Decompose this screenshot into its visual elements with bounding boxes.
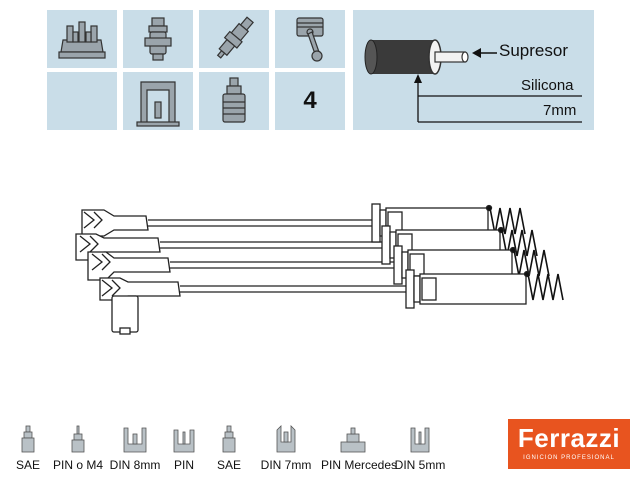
legend-label: DIN 8mm <box>109 458 161 472</box>
cylinder-count: 4 <box>303 87 317 114</box>
brand-name: Ferrazzi <box>517 423 621 453</box>
legend-item-pin-m4: PIN o M4 <box>46 420 110 476</box>
spark-plug-cell <box>199 10 269 68</box>
legend-label: PIN Mercedes <box>321 458 398 472</box>
plug-boot-4 <box>405 269 564 309</box>
piston-icon <box>296 17 324 62</box>
ignition-wire-set-diagram <box>75 203 564 335</box>
distributor-cap-cell <box>47 10 117 68</box>
sae-terminal-icon <box>21 425 35 453</box>
legend-item-pin-mercedes: PIN Mercedes <box>321 420 398 476</box>
coil-boot-4 <box>99 277 181 335</box>
legend-label: DIN 5mm <box>394 458 446 472</box>
legend-label: DIN 7mm <box>260 458 312 472</box>
coil-boot-1 <box>81 209 149 237</box>
legend-item-pin: PIN <box>152 420 216 476</box>
legend-label: PIN o M4 <box>52 458 103 472</box>
din-8mm-terminal-icon <box>123 427 147 453</box>
legend-label: SAE <box>216 458 241 472</box>
wire-spec-panel: Supresor Silicona 7mm <box>353 10 594 130</box>
coil-socket-cell <box>123 72 193 130</box>
spark-plug-terminal-icon <box>222 77 246 123</box>
din-7mm-terminal-icon <box>276 425 296 453</box>
coil-socket-icon <box>136 81 180 127</box>
coil-boot-3 <box>87 251 171 281</box>
legend-item-din-5mm: DIN 5mm <box>388 420 452 476</box>
piston-cell <box>275 10 345 68</box>
ignition-coil-icon <box>144 17 172 61</box>
legend-item-sae-2: SAE <box>197 420 261 476</box>
wire-cross-section-diagram <box>364 39 582 123</box>
distributor-cap-icon <box>58 21 106 59</box>
legend-item-din-8mm: DIN 8mm <box>103 420 167 476</box>
legend-label: PIN <box>173 458 194 472</box>
material-label: Silicona <box>521 77 574 94</box>
cylinder-count-cell: 4 <box>275 72 345 130</box>
spark-plug-terminal-cell <box>199 72 269 130</box>
din-5mm-terminal-icon <box>410 427 430 453</box>
ferrazzi-logo: Ferrazzi IGNICION PROFESIONAL <box>508 419 630 469</box>
terminal-legend: SAE PIN o M4 DIN 8mm PIN SAE DIN 7mm P <box>8 420 478 476</box>
ignition-coil-cell <box>123 10 193 68</box>
legend-item-sae: SAE <box>0 420 60 476</box>
empty-cell <box>47 72 117 130</box>
legend-item-din-7mm: DIN 7mm <box>254 420 318 476</box>
legend-label: SAE <box>15 458 40 472</box>
pin-m4-terminal-icon <box>71 425 85 453</box>
brand-tagline: IGNICION PROFESIONAL <box>523 455 615 461</box>
supresor-label: Supresor <box>499 41 568 60</box>
spark-plug-icon <box>216 16 254 59</box>
pin-mercedes-terminal-icon <box>340 427 366 453</box>
pin-terminal-icon <box>173 429 195 453</box>
sae-terminal-icon <box>222 425 236 453</box>
diameter-label: 7mm <box>543 102 577 119</box>
